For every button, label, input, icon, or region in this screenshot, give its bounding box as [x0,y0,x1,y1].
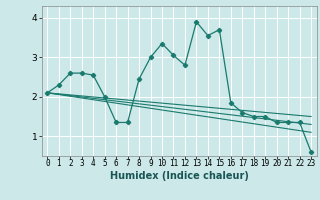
X-axis label: Humidex (Indice chaleur): Humidex (Indice chaleur) [110,171,249,181]
